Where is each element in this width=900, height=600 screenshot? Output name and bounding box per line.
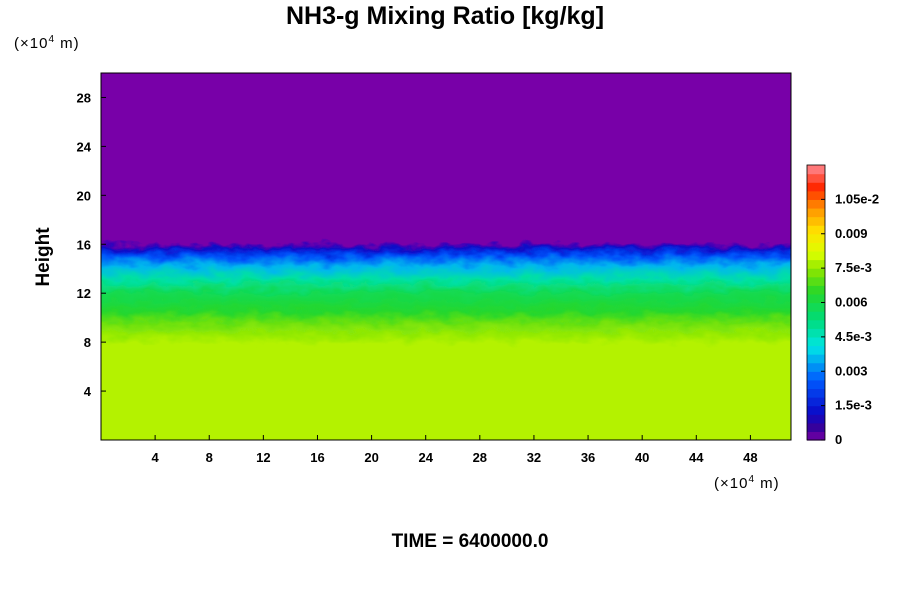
chart-title: NH3-g Mixing Ratio [kg/kg] bbox=[285, 2, 605, 30]
x-tick-label: 36 bbox=[581, 450, 595, 465]
colorbar-band bbox=[807, 293, 825, 304]
colorbar-band bbox=[807, 233, 825, 243]
colorbar-band bbox=[807, 431, 825, 441]
colorbar-band bbox=[807, 302, 825, 312]
heatmap-field bbox=[101, 73, 791, 440]
colorbar-band bbox=[807, 379, 825, 390]
y-unit-suffix: m) bbox=[55, 35, 80, 52]
plot-frame bbox=[100, 72, 792, 441]
colorbar-band bbox=[807, 216, 825, 226]
colorbar-band bbox=[807, 250, 825, 261]
colorbar-band bbox=[807, 422, 825, 433]
colorbar-band bbox=[807, 207, 825, 218]
colorbar-tick-label: 0 bbox=[835, 432, 842, 447]
y-unit-prefix: (×10 bbox=[14, 35, 49, 52]
colorbar-band bbox=[807, 225, 825, 235]
colorbar-tick-label: 4.5e-3 bbox=[835, 329, 872, 344]
colorbar-band bbox=[807, 397, 825, 407]
colorbar-tick-label: 0.006 bbox=[835, 295, 868, 310]
colorbar-tick-label: 0.009 bbox=[835, 226, 868, 241]
x-tick-label: 48 bbox=[743, 450, 757, 465]
colorbar-tick-label: 1.05e-2 bbox=[835, 191, 879, 206]
x-tick-label: 4 bbox=[152, 450, 160, 465]
y-tick-label: 12 bbox=[77, 286, 91, 301]
x-tick-label: 12 bbox=[256, 450, 270, 465]
time-label: TIME = 6400000.0 bbox=[391, 531, 549, 552]
colorbar-band bbox=[807, 371, 825, 381]
field-layer bbox=[101, 73, 791, 440]
colorbar-tick-label: 1.5e-3 bbox=[835, 398, 872, 413]
y-tick-label: 20 bbox=[77, 188, 91, 203]
colorbar: 0 1.5e-3 0.003 4.5e-3 0.006 7.5e-3 0.009 1.05e-… bbox=[806, 164, 879, 447]
y-tick-label: 28 bbox=[77, 90, 91, 105]
x-axis-unit: (×104 m) bbox=[714, 474, 780, 492]
x-unit-exponent: 4 bbox=[748, 474, 756, 485]
colorbar-band bbox=[807, 405, 825, 415]
colorbar-band bbox=[807, 165, 825, 175]
colorbar-band bbox=[807, 242, 825, 252]
colorbar-band bbox=[807, 328, 825, 338]
colorbar-band bbox=[807, 182, 825, 192]
y-unit-exponent: 4 bbox=[48, 34, 56, 45]
x-tick-label: 40 bbox=[635, 450, 649, 465]
y-tick-label: 16 bbox=[77, 237, 91, 252]
colorbar-band bbox=[807, 268, 825, 278]
colorbar-band bbox=[807, 259, 825, 269]
x-unit-prefix: (×10 bbox=[714, 475, 749, 492]
x-tick-label: 20 bbox=[364, 450, 378, 465]
colorbar-band bbox=[807, 319, 825, 329]
colorbar-band bbox=[807, 173, 825, 183]
colorbar-band bbox=[807, 388, 825, 398]
colorbar-band bbox=[807, 362, 825, 372]
x-tick-label: 44 bbox=[689, 450, 704, 465]
y-tick-label: 4 bbox=[84, 384, 92, 399]
colorbar-tick-label: 0.003 bbox=[835, 363, 868, 378]
x-tick-label: 32 bbox=[527, 450, 541, 465]
x-tick-label: 16 bbox=[310, 450, 324, 465]
colorbar-band bbox=[807, 414, 825, 424]
colorbar-band bbox=[807, 345, 825, 355]
x-tick-label: 8 bbox=[206, 450, 213, 465]
colorbar-band bbox=[807, 354, 825, 364]
x-tick-label: 28 bbox=[473, 450, 487, 465]
colorbar-band bbox=[807, 276, 825, 286]
y-axis-unit: (×104 m) bbox=[14, 34, 80, 52]
x-unit-suffix: m) bbox=[755, 475, 780, 492]
colorbar-band bbox=[807, 311, 825, 321]
colorbar-band bbox=[807, 336, 825, 347]
colorbar-band bbox=[807, 199, 825, 209]
colorbar-band bbox=[807, 285, 825, 295]
y-tick-label: 24 bbox=[77, 139, 92, 154]
colorbar-tick-label: 7.5e-3 bbox=[835, 260, 872, 275]
colorbar-band bbox=[807, 190, 825, 200]
y-tick-label: 8 bbox=[84, 335, 91, 350]
x-tick-label: 24 bbox=[418, 450, 433, 465]
